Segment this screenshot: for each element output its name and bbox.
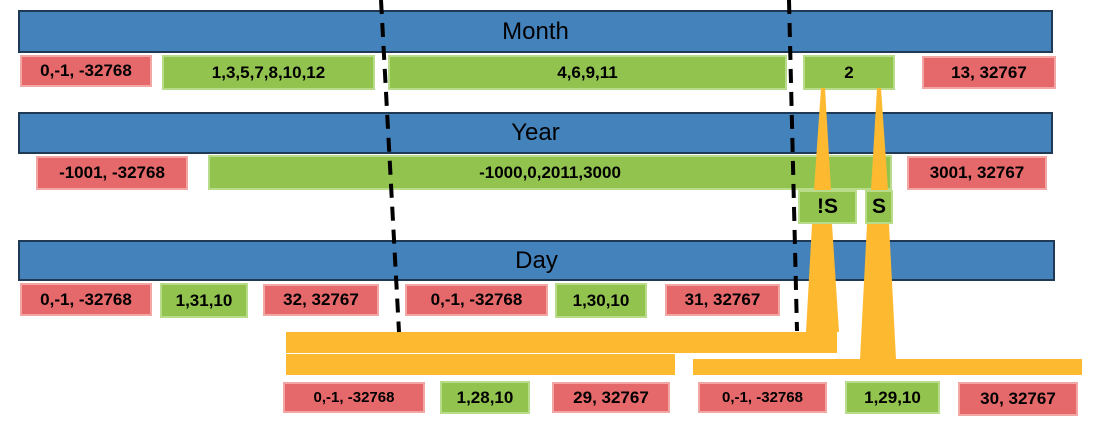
feb-leap-class-invalid-high: 30, 32767 xyxy=(958,382,1078,416)
year-class-valid: -1000,0,2011,3000 xyxy=(208,155,892,190)
feb-leap-class-valid: 1,29,10 xyxy=(845,381,940,414)
month-class-31day-months: 1,3,5,7,8,10,12 xyxy=(162,55,375,90)
nonleap-spike xyxy=(814,88,831,190)
nonleap-selector-box: !S xyxy=(798,190,857,224)
leap-funnel xyxy=(860,224,896,359)
month-class-30day-months: 4,6,9,11 xyxy=(388,55,787,90)
leap-connector-bar xyxy=(693,359,1082,375)
day-bar-label: Day xyxy=(515,246,558,274)
day30-class-valid: 1,30,10 xyxy=(555,283,647,318)
day31-class-invalid-low: 0,-1, -32768 xyxy=(20,283,152,316)
left-dashed-separator xyxy=(379,0,401,333)
month-bar: Month xyxy=(18,10,1053,53)
day30-class-invalid-low: 0,-1, -32768 xyxy=(405,284,548,316)
year-bar-label: Year xyxy=(511,119,560,146)
nonleap-connector-bar-upper xyxy=(286,332,837,353)
day31-class-valid: 1,31,10 xyxy=(160,283,248,318)
nonleap-funnel xyxy=(806,224,839,332)
leap-spike xyxy=(871,88,888,190)
nonleap-connector-bar-lower xyxy=(286,354,675,375)
month-class-invalid-low: 0,-1, -32768 xyxy=(20,55,152,87)
month-class-invalid-high: 13, 32767 xyxy=(922,56,1056,89)
feb-leap-class-invalid-low: 0,-1, -32768 xyxy=(698,382,827,413)
feb-nonleap-class-invalid-low: 0,-1, -32768 xyxy=(283,382,425,413)
feb-nonleap-class-valid: 1,28,10 xyxy=(440,381,530,414)
right-dashed-separator xyxy=(787,0,799,332)
month-bar-label: Month xyxy=(502,17,569,45)
feb-nonleap-class-invalid-high: 29, 32767 xyxy=(552,382,670,413)
month-class-february: 2 xyxy=(803,55,895,90)
year-class-invalid-high: 3001, 32767 xyxy=(907,156,1047,190)
leap-selector-box: S xyxy=(865,190,893,224)
day30-class-invalid-high: 31, 32767 xyxy=(665,284,780,316)
day31-class-invalid-high: 32, 32767 xyxy=(263,284,379,316)
year-class-invalid-low: -1001, -32768 xyxy=(36,156,188,190)
